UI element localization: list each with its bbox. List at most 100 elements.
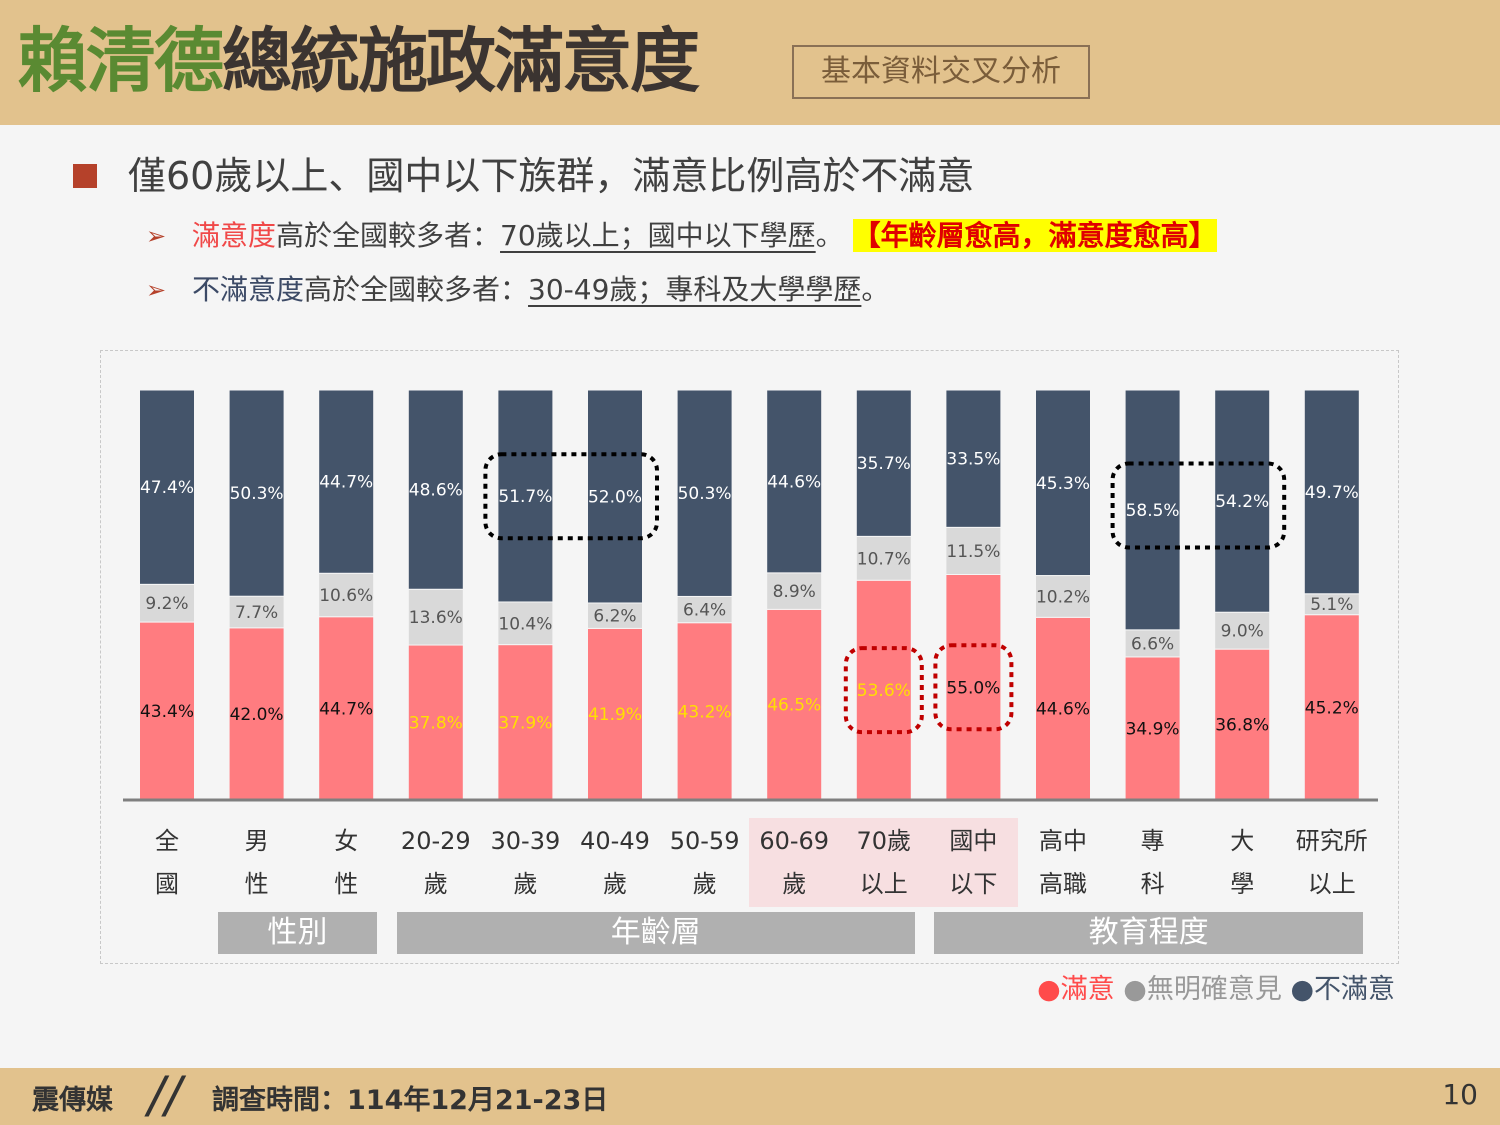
data-label: 52.0%	[588, 487, 642, 507]
point-keyword: 滿意度	[192, 219, 277, 252]
data-label: 10.7%	[857, 549, 911, 569]
category-label: 40-49	[580, 827, 650, 855]
chart-frame	[100, 350, 1399, 964]
category-label: 以下	[949, 870, 998, 898]
bar-segment-neutral	[855, 535, 912, 581]
data-label: 41.9%	[588, 705, 642, 725]
data-label: 9.2%	[145, 594, 188, 614]
category-label: 大	[1230, 827, 1255, 855]
footer-divider: //	[148, 1066, 182, 1124]
point-2: 不滿意度高於全國較多者：30-49歲；專科及大學學歷。	[192, 270, 889, 310]
category-label: 歲	[782, 870, 807, 898]
category-label: 70歲	[856, 827, 912, 855]
category-label: 高職	[1039, 870, 1087, 898]
data-label: 6.4%	[683, 601, 726, 621]
bar-segment-neutral	[587, 602, 643, 629]
bar-segment-neutral	[228, 595, 285, 629]
bar-segment-satisfied	[1035, 616, 1091, 801]
title-name: 賴清德	[18, 20, 224, 102]
category-label: 科	[1140, 870, 1165, 898]
bar-segment-satisfied	[945, 574, 1002, 801]
category-label: 30-39	[490, 827, 561, 855]
data-label: 44.6%	[1036, 700, 1090, 720]
data-label: 5.1%	[1310, 595, 1353, 615]
category-label: 國	[155, 870, 179, 898]
legend-satisfied: 滿意	[1060, 974, 1115, 1005]
category-label: 歲	[423, 870, 448, 898]
category-label: 歲	[692, 870, 717, 898]
category-highlight	[749, 818, 840, 907]
headline: 僅60歲以上、國中以下族群，滿意比例高於不滿意	[128, 154, 975, 198]
bar-segment-dissatisfied	[1303, 389, 1360, 595]
data-label: 6.2%	[593, 607, 636, 627]
bar-segment-dissatisfied	[855, 389, 912, 537]
data-label: 10.4%	[498, 614, 552, 634]
bar-segment-satisfied	[497, 644, 554, 801]
highlight-box	[1110, 461, 1287, 550]
data-label: 37.8%	[409, 714, 463, 734]
title-rest: 總統施政滿意度	[222, 20, 700, 102]
category-highlight	[928, 818, 1019, 907]
category-label: 專	[1140, 827, 1165, 855]
point-text: 高於全國較多者：	[276, 219, 501, 252]
group-label: 教育程度	[934, 912, 1363, 954]
bar-segment-neutral	[497, 601, 554, 646]
bar-segment-neutral	[1035, 575, 1091, 618]
bar-segment-neutral	[139, 583, 195, 623]
category-label: 學	[1230, 870, 1255, 898]
category-label: 女	[334, 827, 359, 855]
data-label: 7.7%	[235, 603, 278, 623]
data-label: 44.7%	[319, 699, 373, 719]
page-title: 賴清德總統施政滿意度	[18, 18, 700, 104]
data-label: 35.7%	[857, 454, 911, 474]
bullet-square-icon	[73, 164, 97, 188]
data-label: 33.5%	[946, 450, 1000, 470]
group-label: 年齡層	[396, 912, 915, 954]
bar-segment-dissatisfied	[587, 389, 643, 604]
bar-segment-dissatisfied	[676, 389, 733, 597]
legend-dissatisfied: 不滿意	[1314, 974, 1395, 1005]
point-underlined: 30-49歲；專科及大學學歷	[528, 273, 862, 306]
data-label: 54.2%	[1215, 492, 1269, 512]
data-label: 50.3%	[678, 484, 732, 504]
group-label: 性別	[217, 912, 378, 954]
legend-neutral: 無明確意見	[1146, 974, 1282, 1005]
bar-segment-neutral	[407, 588, 464, 646]
data-label: 55.0%	[946, 678, 1000, 698]
category-label: 歲	[603, 870, 627, 898]
legend-dot-neutral-icon: ●	[1123, 974, 1147, 1005]
highlight-box	[933, 643, 1014, 732]
category-label: 國中	[949, 827, 998, 855]
data-label: 43.4%	[140, 702, 194, 722]
data-label: 50.3%	[230, 484, 284, 504]
data-label: 6.6%	[1131, 634, 1174, 654]
survey-date: 調查時間：114年12月21-23日	[212, 1085, 609, 1116]
data-label: 46.5%	[767, 696, 821, 716]
category-label: 20-29	[400, 827, 471, 855]
page-number: 10	[1442, 1078, 1478, 1111]
bar-segment-dissatisfied	[766, 389, 823, 574]
legend: ●滿意 ●無明確意見 ●不滿意	[1037, 970, 1395, 1010]
category-label: 研究所	[1295, 827, 1368, 855]
category-label: 以上	[859, 870, 908, 898]
data-label: 9.0%	[1221, 622, 1264, 642]
legend-dot-dissatisfied-icon: ●	[1290, 974, 1314, 1005]
data-label: 44.6%	[767, 472, 821, 492]
bar-segment-dissatisfied	[139, 389, 195, 585]
arrow-bullet-icon: ➢	[146, 222, 167, 250]
bar-segment-satisfied	[1303, 614, 1360, 801]
point-text: 高於全國較多者：	[304, 273, 529, 306]
bar-segment-satisfied	[407, 644, 464, 801]
bar-segment-neutral	[1214, 611, 1271, 650]
bar-segment-neutral	[1124, 629, 1181, 658]
bar-segment-dissatisfied	[1124, 389, 1181, 631]
category-label: 性	[334, 870, 359, 898]
bar-segment-dissatisfied	[1214, 389, 1271, 613]
bar-segment-dissatisfied	[945, 389, 1002, 528]
data-label: 42.0%	[230, 705, 284, 725]
category-highlight	[838, 818, 929, 907]
data-label: 37.9%	[498, 713, 552, 733]
bar-segment-dissatisfied	[1035, 389, 1091, 577]
bar-segment-satisfied	[1214, 648, 1271, 801]
